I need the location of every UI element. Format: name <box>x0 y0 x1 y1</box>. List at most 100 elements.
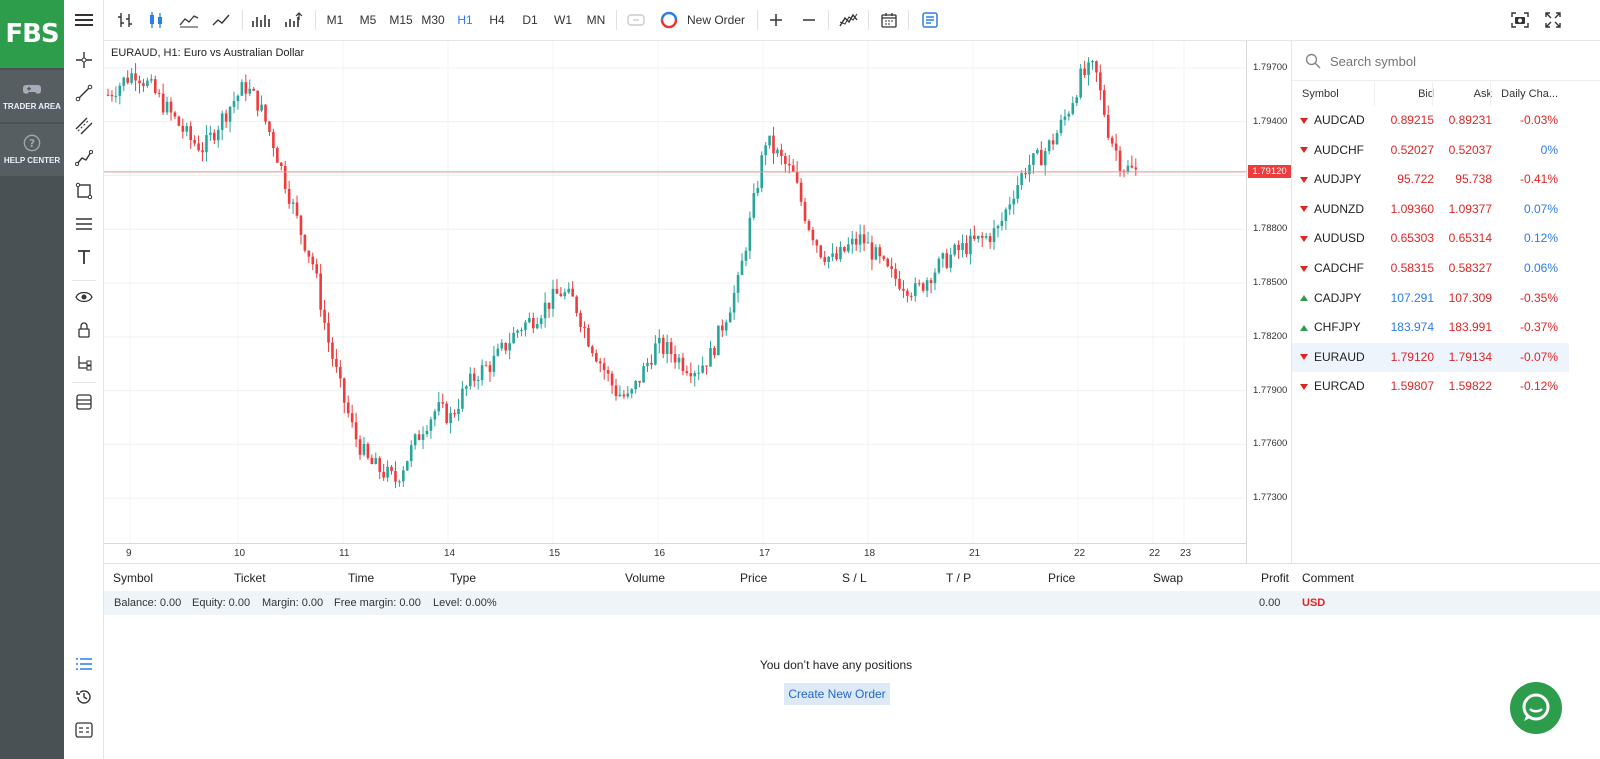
journal-icon[interactable] <box>72 718 96 742</box>
help-center-link[interactable]: ? HELP CENTER <box>0 124 64 176</box>
watchlist-row[interactable]: EURCAD 1.59807 1.59822 -0.12% <box>1292 372 1569 401</box>
tf-h1[interactable]: H1 <box>457 13 473 27</box>
positions-col-comment[interactable]: Comment <box>1302 571 1355 585</box>
tf-m30[interactable]: M30 <box>421 13 445 27</box>
rectangle-tool-icon[interactable] <box>72 179 96 203</box>
equity-value: Equity: 0.00 <box>192 597 251 609</box>
watchlist-row[interactable]: CHFJPY 183.974 183.991 -0.37% <box>1292 313 1569 342</box>
bars-chart-icon[interactable] <box>113 8 137 32</box>
tf-m1[interactable]: M1 <box>326 13 344 27</box>
time-axis[interactable]: 9 10 11 14 15 16 17 18 21 22 22 23 <box>104 543 1246 563</box>
create-new-order-button[interactable]: Create New Order <box>784 683 890 705</box>
col-symbol[interactable]: Symbol <box>1302 88 1339 100</box>
live-chat-button[interactable] <box>1510 682 1562 734</box>
crosshair-icon[interactable] <box>72 48 96 72</box>
candle-body <box>567 288 571 293</box>
watchlist-row[interactable]: EURAUD 1.79120 1.79134 -0.07% <box>1292 342 1569 372</box>
new-order-button[interactable]: New Order <box>660 8 752 32</box>
candle-body <box>228 106 232 122</box>
candle-body <box>583 327 586 329</box>
watchlist-row[interactable]: AUDJPY 95.722 95.738 -0.41% <box>1292 165 1569 194</box>
database-icon[interactable] <box>72 390 96 414</box>
positions-col-time[interactable]: Time <box>348 571 375 585</box>
watchlist-row[interactable]: AUDCAD 0.89215 0.89231 -0.03% <box>1292 106 1569 135</box>
positions-col-profit[interactable]: Profit <box>1261 571 1290 585</box>
fullscreen-icon[interactable] <box>1541 8 1565 32</box>
watchlist-ask: 0.58327 <box>1448 261 1492 275</box>
candle-body <box>287 189 291 204</box>
parallel-channel-icon[interactable] <box>72 114 96 138</box>
positions-col-volume[interactable]: Volume <box>625 571 666 585</box>
watchlist-row[interactable]: CADCHF 0.58315 0.58327 0.06% <box>1292 254 1569 283</box>
col-daily-change[interactable]: Daily Cha... <box>1490 82 1558 106</box>
arrow-down-icon <box>1300 165 1310 194</box>
order-panel-icon[interactable] <box>918 8 942 32</box>
positions-list-icon[interactable] <box>72 652 96 676</box>
fbs-logo[interactable]: FBS <box>0 0 64 68</box>
candle-body <box>898 278 901 289</box>
tf-mn[interactable]: MN <box>586 13 606 27</box>
candle-body <box>157 92 161 94</box>
tf-m15[interactable]: M15 <box>389 13 413 27</box>
candles-chart-icon[interactable] <box>144 8 168 32</box>
candle-body <box>882 256 886 259</box>
col-ask[interactable]: Ask <box>1432 82 1492 106</box>
candle-body <box>638 380 641 383</box>
candle-body <box>740 260 744 275</box>
candle-body <box>913 283 917 297</box>
candle-body <box>445 403 448 424</box>
price-tick-label: 1.77600 <box>1253 438 1288 450</box>
zoom-out-icon[interactable] <box>797 8 821 32</box>
trend-line-icon[interactable] <box>72 81 96 105</box>
candle-body <box>378 458 382 472</box>
text-tool-icon[interactable] <box>72 245 96 269</box>
object-tree-icon[interactable] <box>72 351 96 375</box>
trader-area-link[interactable]: TRADER AREA <box>0 70 64 122</box>
tf-h4[interactable]: H4 <box>489 13 505 27</box>
positions-col-swap[interactable]: Swap <box>1153 571 1184 585</box>
watchlist-row[interactable]: CADJPY 107.291 107.309 -0.35% <box>1292 284 1569 313</box>
menu-icon[interactable] <box>72 8 96 32</box>
candle-body <box>528 317 531 323</box>
arrow-up-icon <box>1300 313 1310 342</box>
candle-body <box>173 112 177 117</box>
polyline-icon[interactable] <box>72 146 96 170</box>
candlestick-chart[interactable] <box>104 41 1246 543</box>
line-chart-icon[interactable] <box>210 8 234 32</box>
lock-icon[interactable] <box>72 318 96 342</box>
tf-m5[interactable]: M5 <box>359 13 377 27</box>
link-icon[interactable] <box>624 8 648 32</box>
positions-col-type[interactable]: Type <box>450 571 477 585</box>
candle-body <box>394 470 397 482</box>
history-icon[interactable] <box>72 685 96 709</box>
zoom-in-icon[interactable] <box>764 8 788 32</box>
calendar-icon[interactable] <box>877 8 901 32</box>
price-axis[interactable]: 1.797001.794001.791001.788001.785001.782… <box>1246 41 1291 563</box>
screenshot-icon[interactable] <box>1508 8 1532 32</box>
watchlist-row[interactable]: AUDUSD 0.65303 0.65314 0.12% <box>1292 224 1569 253</box>
candle-body <box>878 247 882 257</box>
watchlist-row[interactable]: AUDCHF 0.52027 0.52037 0% <box>1292 136 1569 165</box>
positions-col-ticket[interactable]: Ticket <box>234 571 266 585</box>
eye-icon[interactable] <box>72 285 96 309</box>
positions-col-tp[interactable]: T / P <box>946 571 972 585</box>
watchlist-row[interactable]: AUDNZD 1.09360 1.09377 0.07% <box>1292 195 1569 224</box>
candle-body <box>732 292 736 313</box>
search-input[interactable] <box>1330 49 1580 73</box>
volume-icon[interactable] <box>249 8 273 32</box>
tf-w1[interactable]: W1 <box>554 13 572 27</box>
candle-body <box>598 361 602 364</box>
tf-d1[interactable]: D1 <box>522 13 538 27</box>
candle-body <box>1126 165 1130 173</box>
indicators-icon[interactable] <box>837 8 861 32</box>
positions-col-symbol[interactable]: Symbol <box>113 571 154 585</box>
positions-col-sl[interactable]: S / L <box>842 571 867 585</box>
indicators-bars-icon[interactable] <box>282 8 306 32</box>
fibonacci-icon[interactable] <box>72 212 96 236</box>
positions-col-current-price[interactable]: Price <box>1048 571 1076 585</box>
area-chart-icon[interactable] <box>177 8 201 32</box>
candle-body <box>1079 68 1082 98</box>
candle-body <box>146 80 149 87</box>
positions-col-price[interactable]: Price <box>740 571 768 585</box>
col-bid[interactable]: Bid <box>1374 82 1434 106</box>
